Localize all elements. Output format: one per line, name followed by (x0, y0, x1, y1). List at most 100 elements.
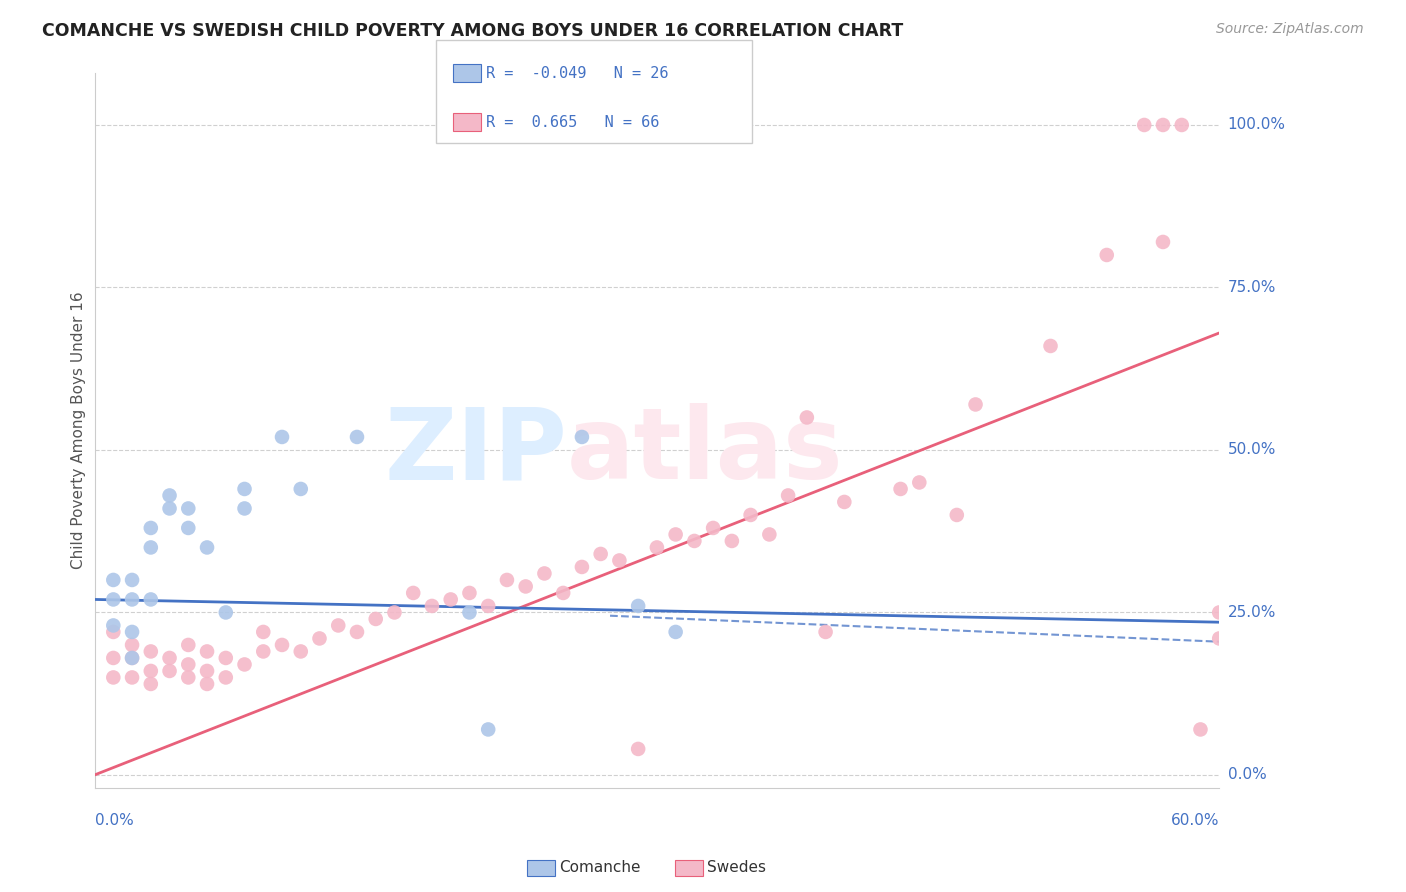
Point (402, 586, 425, 600)
Text: 25.0%: 25.0% (1227, 605, 1275, 620)
Point (215, 651, 238, 665)
Text: 75.0%: 75.0% (1227, 280, 1275, 295)
Point (271, 638, 294, 652)
Text: COMANCHE VS SWEDISH CHILD POVERTY AMONG BOYS UNDER 16 CORRELATION CHART: COMANCHE VS SWEDISH CHILD POVERTY AMONG … (42, 22, 904, 40)
Point (346, 430, 368, 444)
Point (103, 618, 125, 632)
Point (195, 677, 218, 691)
Point (103, 670, 125, 684)
Point (177, 670, 200, 684)
Point (177, 657, 200, 672)
Point (627, 742, 650, 756)
Point (328, 618, 350, 632)
Point (159, 488, 181, 502)
Point (1039, 339, 1062, 353)
Point (665, 624, 688, 639)
Point (627, 599, 650, 613)
Text: 100.0%: 100.0% (1227, 118, 1285, 133)
Text: ZIP: ZIP (384, 403, 567, 500)
Point (139, 644, 162, 658)
Point (758, 527, 780, 541)
Point (1189, 723, 1212, 737)
Point (477, 599, 499, 613)
Point (195, 541, 218, 555)
Point (121, 638, 143, 652)
Point (139, 541, 162, 555)
Point (721, 533, 744, 548)
Point (346, 624, 368, 639)
Point (121, 592, 143, 607)
Text: 50.0%: 50.0% (1227, 442, 1275, 458)
Point (103, 624, 125, 639)
Text: Swedes: Swedes (707, 861, 766, 875)
Point (1208, 606, 1230, 620)
Point (458, 606, 481, 620)
Text: Source: ZipAtlas.com: Source: ZipAtlas.com (1216, 22, 1364, 37)
Point (778, 488, 800, 502)
Point (740, 508, 762, 522)
Text: 0.0%: 0.0% (94, 813, 134, 828)
Text: Comanche: Comanche (560, 861, 641, 875)
Text: 60.0%: 60.0% (1171, 813, 1219, 828)
Point (477, 723, 499, 737)
Point (1152, 118, 1174, 132)
Point (195, 644, 218, 658)
Point (139, 664, 162, 678)
Text: R =  -0.049   N = 26: R = -0.049 N = 26 (486, 66, 669, 80)
Point (215, 670, 238, 684)
Point (233, 482, 256, 496)
Point (177, 501, 200, 516)
Point (159, 501, 181, 516)
Point (103, 573, 125, 587)
Text: 0.0%: 0.0% (1227, 767, 1267, 782)
Point (121, 651, 143, 665)
Point (159, 651, 181, 665)
Point (420, 599, 443, 613)
Point (645, 541, 668, 555)
Point (890, 482, 912, 496)
Point (252, 644, 274, 658)
Text: atlas: atlas (567, 403, 844, 500)
Point (252, 624, 274, 639)
Point (177, 638, 200, 652)
Point (1095, 248, 1118, 262)
Point (571, 430, 593, 444)
Point (215, 606, 238, 620)
Point (121, 624, 143, 639)
Point (571, 560, 593, 574)
Point (553, 586, 575, 600)
Point (103, 592, 125, 607)
Y-axis label: Child Poverty Among Boys Under 16: Child Poverty Among Boys Under 16 (72, 292, 86, 569)
Point (834, 495, 856, 509)
Point (308, 632, 330, 646)
Point (458, 586, 481, 600)
Point (364, 612, 387, 626)
Point (103, 651, 125, 665)
Point (965, 397, 987, 411)
Point (121, 573, 143, 587)
Point (1133, 118, 1156, 132)
Point (440, 592, 463, 607)
Text: R =  0.665   N = 66: R = 0.665 N = 66 (486, 115, 659, 129)
Point (1208, 632, 1230, 646)
Point (1152, 235, 1174, 249)
Point (177, 521, 200, 535)
Point (139, 521, 162, 535)
Point (139, 677, 162, 691)
Point (233, 657, 256, 672)
Point (121, 670, 143, 684)
Point (683, 533, 706, 548)
Point (1170, 118, 1192, 132)
Point (589, 547, 612, 561)
Point (814, 624, 837, 639)
Point (290, 482, 312, 496)
Point (496, 573, 519, 587)
Point (139, 592, 162, 607)
Point (533, 566, 555, 581)
Point (908, 475, 931, 490)
Point (946, 508, 969, 522)
Point (121, 651, 143, 665)
Point (271, 430, 294, 444)
Point (233, 501, 256, 516)
Point (665, 527, 688, 541)
